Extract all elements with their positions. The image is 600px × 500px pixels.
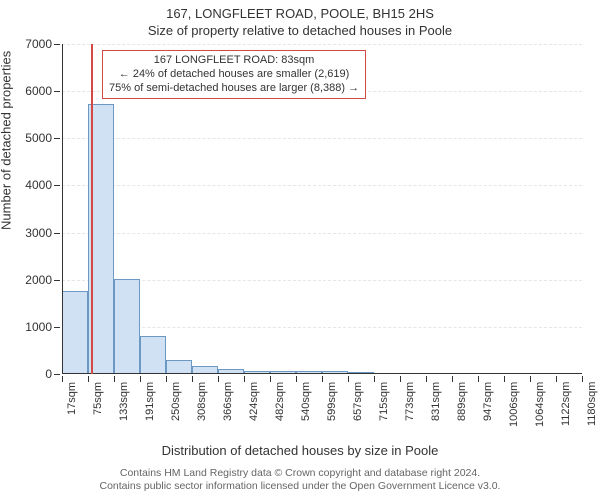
x-tick — [114, 376, 115, 382]
y-tick-label: 7000 — [25, 37, 52, 51]
x-tick-label: 831sqm — [430, 382, 442, 421]
x-tick-label: 17sqm — [66, 382, 78, 415]
histogram-bar — [140, 336, 166, 374]
x-tick-label: 599sqm — [326, 382, 338, 421]
x-tick-label: 1064sqm — [534, 382, 546, 427]
property-callout: 167 LONGFLEET ROAD: 83sqm← 24% of detach… — [102, 50, 366, 99]
histogram-bar — [62, 291, 88, 374]
histogram-bar — [114, 279, 140, 374]
gridline — [62, 185, 582, 187]
x-tick — [62, 376, 63, 382]
footer-line-1: Contains HM Land Registry data © Crown c… — [0, 467, 600, 481]
x-tick — [530, 376, 531, 382]
y-tick — [54, 91, 60, 92]
x-tick-label: 75sqm — [92, 382, 104, 415]
x-tick-label: 191sqm — [144, 382, 156, 421]
gridline — [62, 327, 582, 329]
y-tick — [54, 374, 60, 375]
callout-line: 167 LONGFLEET ROAD: 83sqm — [109, 54, 359, 68]
y-tick-label: 4000 — [25, 178, 52, 192]
x-tick-label: 308sqm — [196, 382, 208, 421]
x-tick-label: 482sqm — [274, 382, 286, 421]
x-tick — [88, 376, 89, 382]
x-tick — [348, 376, 349, 382]
x-tick — [556, 376, 557, 382]
x-tick-label: 1180sqm — [586, 382, 598, 426]
x-tick — [244, 376, 245, 382]
y-tick — [54, 280, 60, 281]
x-tick — [166, 376, 167, 382]
x-tick — [504, 376, 505, 382]
x-tick-label: 366sqm — [222, 382, 234, 421]
x-tick — [426, 376, 427, 382]
y-tick — [54, 327, 60, 328]
y-tick — [54, 44, 60, 45]
x-tick — [478, 376, 479, 382]
gridline — [62, 138, 582, 140]
x-axis-label: Distribution of detached houses by size … — [0, 443, 600, 458]
y-tick-label: 5000 — [25, 131, 52, 145]
y-axis-line — [62, 44, 63, 374]
y-tick-label: 1000 — [25, 320, 52, 334]
x-tick-label: 889sqm — [456, 382, 468, 421]
footer-line-2: Contains public sector information licen… — [0, 480, 600, 494]
histogram-bar — [166, 360, 192, 374]
y-tick — [54, 233, 60, 234]
x-tick — [140, 376, 141, 382]
y-tick-label: 0 — [45, 367, 52, 381]
y-tick — [54, 138, 60, 139]
x-tick — [218, 376, 219, 382]
y-tick-label: 6000 — [25, 84, 52, 98]
y-tick — [54, 185, 60, 186]
x-axis-line — [62, 373, 582, 374]
x-tick-label: 540sqm — [300, 382, 312, 421]
x-tick — [582, 376, 583, 382]
callout-line: ← 24% of detached houses are smaller (2,… — [109, 68, 359, 82]
y-tick-label: 3000 — [25, 226, 52, 240]
x-tick-label: 947sqm — [482, 382, 494, 421]
x-tick-label: 250sqm — [170, 382, 182, 421]
callout-line: 75% of semi-detached houses are larger (… — [109, 82, 359, 96]
x-tick — [374, 376, 375, 382]
property-marker-line — [91, 44, 93, 374]
x-tick — [452, 376, 453, 382]
x-tick-label: 715sqm — [378, 382, 390, 421]
x-tick-label: 657sqm — [352, 382, 364, 421]
y-tick-label: 2000 — [25, 273, 52, 287]
x-tick-label: 424sqm — [248, 382, 260, 421]
x-tick-label: 1006sqm — [508, 382, 520, 427]
x-tick — [192, 376, 193, 382]
x-tick — [296, 376, 297, 382]
x-tick-label: 1122sqm — [560, 382, 572, 426]
gridline — [62, 280, 582, 282]
x-tick — [400, 376, 401, 382]
gridline — [62, 44, 582, 46]
x-tick — [322, 376, 323, 382]
chart-container: 167, LONGFLEET ROAD, POOLE, BH15 2HS Siz… — [0, 0, 600, 500]
chart-title-main: 167, LONGFLEET ROAD, POOLE, BH15 2HS — [0, 6, 600, 21]
y-axis-label: Number of detached properties — [0, 51, 14, 230]
chart-title-sub: Size of property relative to detached ho… — [0, 23, 600, 38]
x-tick-label: 133sqm — [118, 382, 130, 421]
chart-footer: Contains HM Land Registry data © Crown c… — [0, 467, 600, 494]
gridline — [62, 233, 582, 235]
x-tick-label: 773sqm — [404, 382, 416, 421]
plot-area: 0100020003000400050006000700017sqm75sqm1… — [62, 44, 582, 374]
x-tick — [270, 376, 271, 382]
